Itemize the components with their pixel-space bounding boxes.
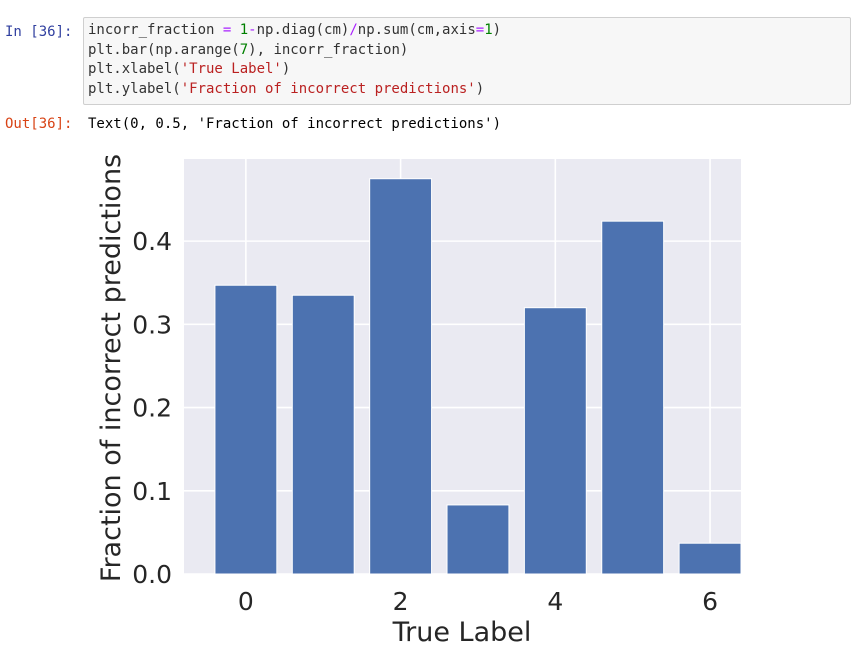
- bar: [523, 307, 587, 575]
- bars: [214, 178, 742, 575]
- y-tick-label: 0.2: [132, 394, 172, 423]
- y-ticks: 0.0 0.1 0.2 0.3 0.4: [132, 227, 172, 589]
- y-tick-label: 0.4: [132, 227, 172, 256]
- input-prompt: In [36]:: [5, 24, 73, 40]
- x-axis-label: True Label: [392, 617, 532, 648]
- y-tick-label: 0.3: [132, 310, 172, 339]
- code-line: plt.bar(np.arange(7), incorr_fraction): [88, 41, 409, 58]
- code-cell[interactable]: incorr_fraction = 1-np.diag(cm)/np.sum(c…: [83, 17, 851, 105]
- bar: [678, 542, 742, 575]
- x-tick-label: 0: [238, 587, 254, 616]
- x-ticks: 0 2 4 6: [238, 587, 718, 616]
- y-axis-label: Fraction of incorrect predictions: [96, 154, 127, 582]
- output-text: Text(0, 0.5, 'Fraction of incorrect pred…: [88, 116, 502, 132]
- output-prompt: Out[36]:: [5, 116, 73, 132]
- x-tick-label: 4: [547, 587, 563, 616]
- code-line: plt.xlabel('True Label'): [88, 61, 291, 77]
- bar: [446, 504, 510, 575]
- bar: [291, 294, 355, 575]
- x-tick-label: 6: [702, 587, 718, 616]
- y-tick-label: 0.0: [132, 560, 172, 589]
- bar: [214, 284, 278, 575]
- code-line: incorr_fraction = 1-np.diag(cm)/np.sum(c…: [88, 22, 502, 38]
- x-tick-label: 2: [393, 587, 409, 616]
- bar: [369, 178, 433, 575]
- y-tick-label: 0.1: [132, 477, 172, 506]
- bar: [601, 220, 665, 575]
- code-line: plt.ylabel('Fraction of incorrect predic…: [88, 80, 485, 97]
